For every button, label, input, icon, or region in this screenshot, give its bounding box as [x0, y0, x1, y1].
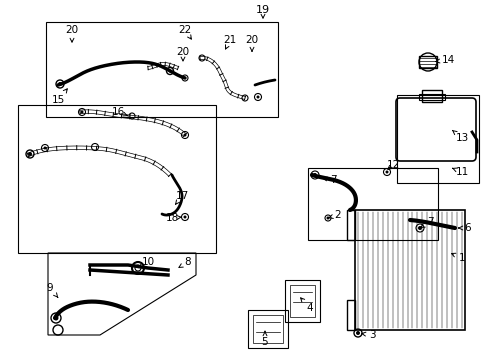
- Text: 3: 3: [361, 330, 375, 340]
- Circle shape: [43, 147, 46, 149]
- Bar: [46, 22, 278, 117]
- Bar: [418, 94, 444, 100]
- Text: 18: 18: [165, 213, 181, 223]
- Text: 21: 21: [223, 35, 236, 49]
- Circle shape: [53, 315, 59, 320]
- Text: 17: 17: [175, 191, 188, 204]
- Circle shape: [385, 171, 387, 174]
- Text: 10: 10: [138, 257, 154, 268]
- Bar: [396, 95, 478, 183]
- Text: 15: 15: [51, 89, 67, 105]
- Text: 12: 12: [386, 160, 399, 170]
- Bar: [418, 56, 436, 68]
- Bar: [252, 315, 283, 343]
- Circle shape: [355, 331, 359, 335]
- Bar: [289, 285, 314, 317]
- Text: 6: 6: [458, 223, 470, 233]
- Text: 16: 16: [111, 107, 127, 117]
- Text: 14: 14: [435, 55, 454, 65]
- Circle shape: [28, 152, 32, 156]
- Text: 1: 1: [450, 253, 465, 263]
- Bar: [346, 210, 354, 240]
- Bar: [285, 280, 319, 322]
- Bar: [18, 105, 216, 253]
- Circle shape: [81, 111, 83, 113]
- Text: 19: 19: [255, 5, 269, 15]
- Bar: [346, 300, 354, 330]
- Circle shape: [168, 69, 171, 72]
- Circle shape: [326, 216, 329, 220]
- Bar: [247, 310, 287, 348]
- Text: 11: 11: [451, 167, 468, 177]
- Text: 20: 20: [245, 35, 258, 51]
- Text: 8: 8: [179, 257, 191, 267]
- Text: 22: 22: [178, 25, 191, 39]
- Text: 13: 13: [451, 130, 468, 143]
- Text: 9: 9: [46, 283, 58, 297]
- Text: 20: 20: [176, 47, 189, 61]
- Text: 7: 7: [420, 217, 432, 228]
- Bar: [421, 90, 441, 102]
- Circle shape: [256, 95, 259, 99]
- Circle shape: [183, 134, 186, 136]
- Bar: [307, 168, 437, 240]
- Circle shape: [58, 82, 62, 86]
- Text: 7: 7: [323, 175, 336, 185]
- Text: 2: 2: [328, 210, 341, 220]
- Bar: [354, 210, 464, 330]
- Text: 20: 20: [65, 25, 79, 42]
- Circle shape: [183, 216, 186, 219]
- Circle shape: [417, 226, 421, 230]
- Text: 5: 5: [261, 331, 268, 347]
- Text: 4: 4: [300, 298, 313, 313]
- Circle shape: [312, 173, 316, 177]
